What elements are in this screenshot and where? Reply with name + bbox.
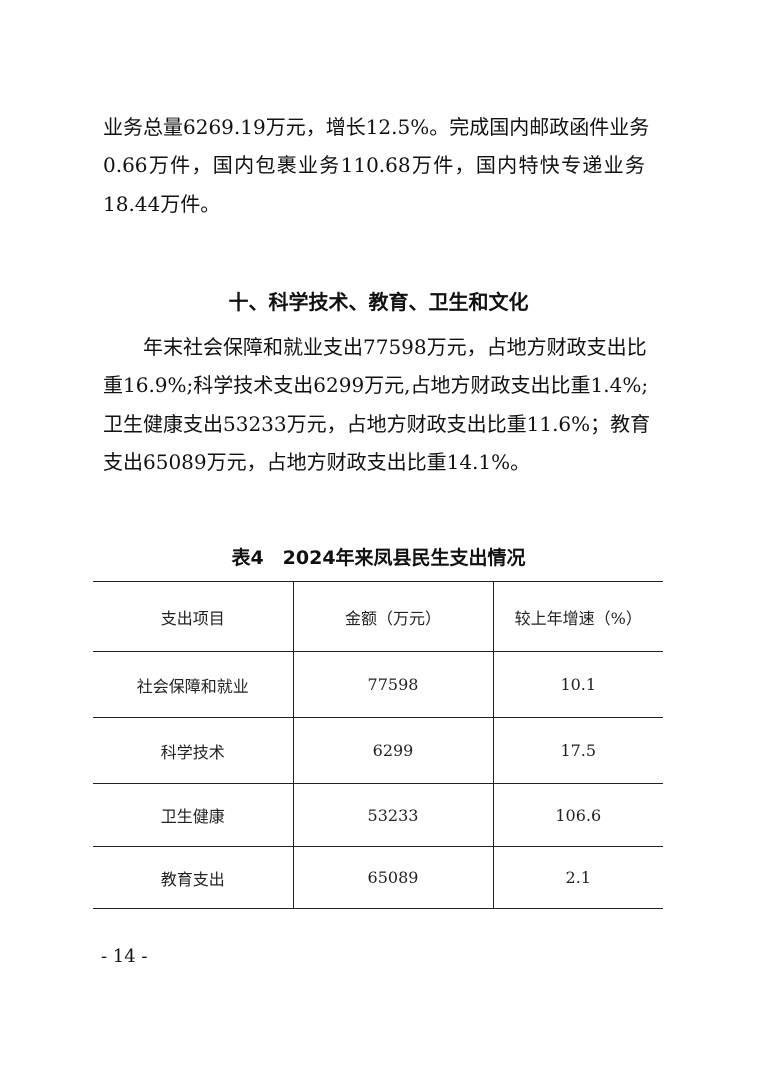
table-cell: 科学技术 [93, 717, 293, 784]
table-cell: 6299 [292, 717, 493, 784]
spending-table: 支出项目 金额（万元） 较上年增速（%） 社会保障和就业 77598 10.1 … [93, 581, 663, 909]
table-cell: 65089 [292, 846, 493, 909]
table-row: 卫生健康 53233 106.6 [93, 783, 663, 847]
paragraph-line: 18.44万件。 [103, 192, 221, 216]
table-title: 表4 2024年来凤县民生支出情况 [231, 547, 526, 569]
table-cell: 卫生健康 [93, 783, 293, 847]
table-cell: 教育支出 [93, 846, 293, 909]
section-heading: 十、科学技术、教育、卫生和文化 [228, 290, 529, 314]
paragraph-line: 业务总量6269.19万元，增长12.5%。完成国内邮政函件业务 [103, 115, 650, 139]
table-row: 社会保障和就业 77598 10.1 [93, 651, 663, 718]
table-cell: 2.1 [492, 846, 663, 909]
paragraph-line: 支出65089万元，占地方财政支出比重14.1%。 [103, 450, 531, 474]
header-cell: 金额（万元） [292, 581, 493, 652]
table-header-row: 支出项目 金额（万元） 较上年增速（%） [93, 581, 663, 652]
paragraph-line: 重16.9%;科学技术支出6299万元,占地方财政支出比重1.4%; [103, 373, 649, 397]
table-cell: 53233 [292, 783, 493, 847]
table-cell: 77598 [292, 651, 493, 718]
table-row: 教育支出 65089 2.1 [93, 846, 663, 909]
table-cell: 社会保障和就业 [93, 651, 293, 718]
table-row: 科学技术 6299 17.5 [93, 717, 663, 784]
header-cell: 较上年增速（%） [492, 581, 663, 652]
table-cell: 17.5 [492, 717, 663, 784]
paragraph-line: 0.66万件，国内包裹业务110.68万件，国内特快专递业务 [103, 153, 645, 177]
header-cell: 支出项目 [93, 581, 293, 652]
table-cell: 10.1 [492, 651, 663, 718]
paragraph-line: 年末社会保障和就业支出77598万元，占地方财政支出比 [103, 335, 647, 359]
paragraph-line: 卫生健康支出53233万元，占地方财政支出比重11.6%；教育 [103, 412, 651, 436]
page-number: - 14 - [101, 946, 148, 967]
table-cell: 106.6 [492, 783, 663, 847]
